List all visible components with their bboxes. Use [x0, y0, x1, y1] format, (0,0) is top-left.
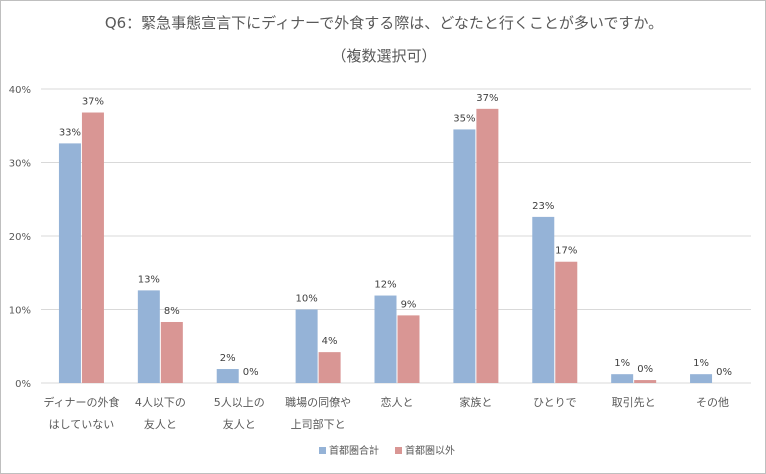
y-tick-label: 20%	[9, 232, 31, 243]
bar-shutoken-7	[611, 374, 634, 383]
data-label: 33%	[59, 127, 81, 138]
bar-shutoken-5	[453, 129, 476, 383]
data-label: 4%	[322, 336, 338, 347]
data-label: 10%	[295, 294, 317, 305]
bar-shutoken-3	[295, 309, 318, 383]
category-label: ひとりで	[533, 396, 577, 409]
bar-other-1	[160, 321, 183, 383]
legend-swatch	[319, 447, 326, 454]
bar-other-6	[555, 261, 578, 383]
category-label: 家族と	[459, 395, 492, 409]
data-label: 0%	[243, 367, 259, 378]
bar-shutoken-0	[58, 143, 81, 383]
legend-swatch	[395, 447, 402, 454]
y-tick-label: 30%	[9, 159, 31, 170]
category-label: 恋人と	[381, 395, 414, 409]
category-label: はしていない	[49, 418, 115, 431]
data-label: 35%	[453, 113, 475, 124]
data-label: 0%	[716, 367, 732, 378]
category-label: 職場の同僚や	[285, 396, 351, 409]
legend-label: 首都圏以外	[405, 444, 455, 457]
category-label: 友人と	[144, 417, 177, 431]
bar-shutoken-2	[216, 369, 239, 383]
category-label: 上司部下と	[291, 417, 346, 431]
data-label: 23%	[532, 201, 554, 212]
data-label: 13%	[138, 274, 160, 285]
bar-shutoken-6	[532, 216, 555, 383]
category-label: 4人以下の	[135, 396, 186, 409]
category-label: 5人以上の	[214, 396, 265, 409]
y-tick-label: 0%	[15, 379, 31, 390]
category-label: その他	[696, 396, 729, 409]
data-label: 0%	[637, 364, 653, 375]
chart-subtitle: （複数選択可）	[331, 47, 436, 65]
bar-other-5	[476, 108, 499, 383]
data-label: 1%	[693, 358, 709, 369]
data-label: 9%	[401, 299, 417, 310]
data-label: 17%	[555, 246, 577, 257]
category-label: 友人と	[223, 417, 256, 431]
bar-other-4	[397, 315, 420, 383]
y-tick-label: 10%	[9, 306, 31, 317]
data-label: 1%	[614, 358, 630, 369]
category-label: ディナーの外食	[43, 395, 119, 409]
data-label: 2%	[220, 353, 236, 364]
bar-other-7	[634, 380, 657, 383]
bar-shutoken-4	[374, 295, 397, 383]
bar-shutoken-8	[690, 374, 713, 383]
bar-shutoken-1	[137, 290, 160, 383]
data-label: 37%	[82, 97, 104, 108]
category-label: 取引先と	[612, 395, 656, 409]
bar-other-3	[318, 352, 341, 383]
data-label: 12%	[374, 280, 396, 291]
y-tick-label: 40%	[9, 85, 31, 96]
bar-other-0	[81, 112, 104, 384]
chart-title: Q6：緊急事態宣言下にディナーで外食する際は、どなたと行くことが多いですか。	[105, 14, 663, 32]
legend-label: 首都圏合計	[329, 444, 379, 457]
data-label: 8%	[164, 306, 180, 317]
data-label: 37%	[476, 93, 498, 104]
